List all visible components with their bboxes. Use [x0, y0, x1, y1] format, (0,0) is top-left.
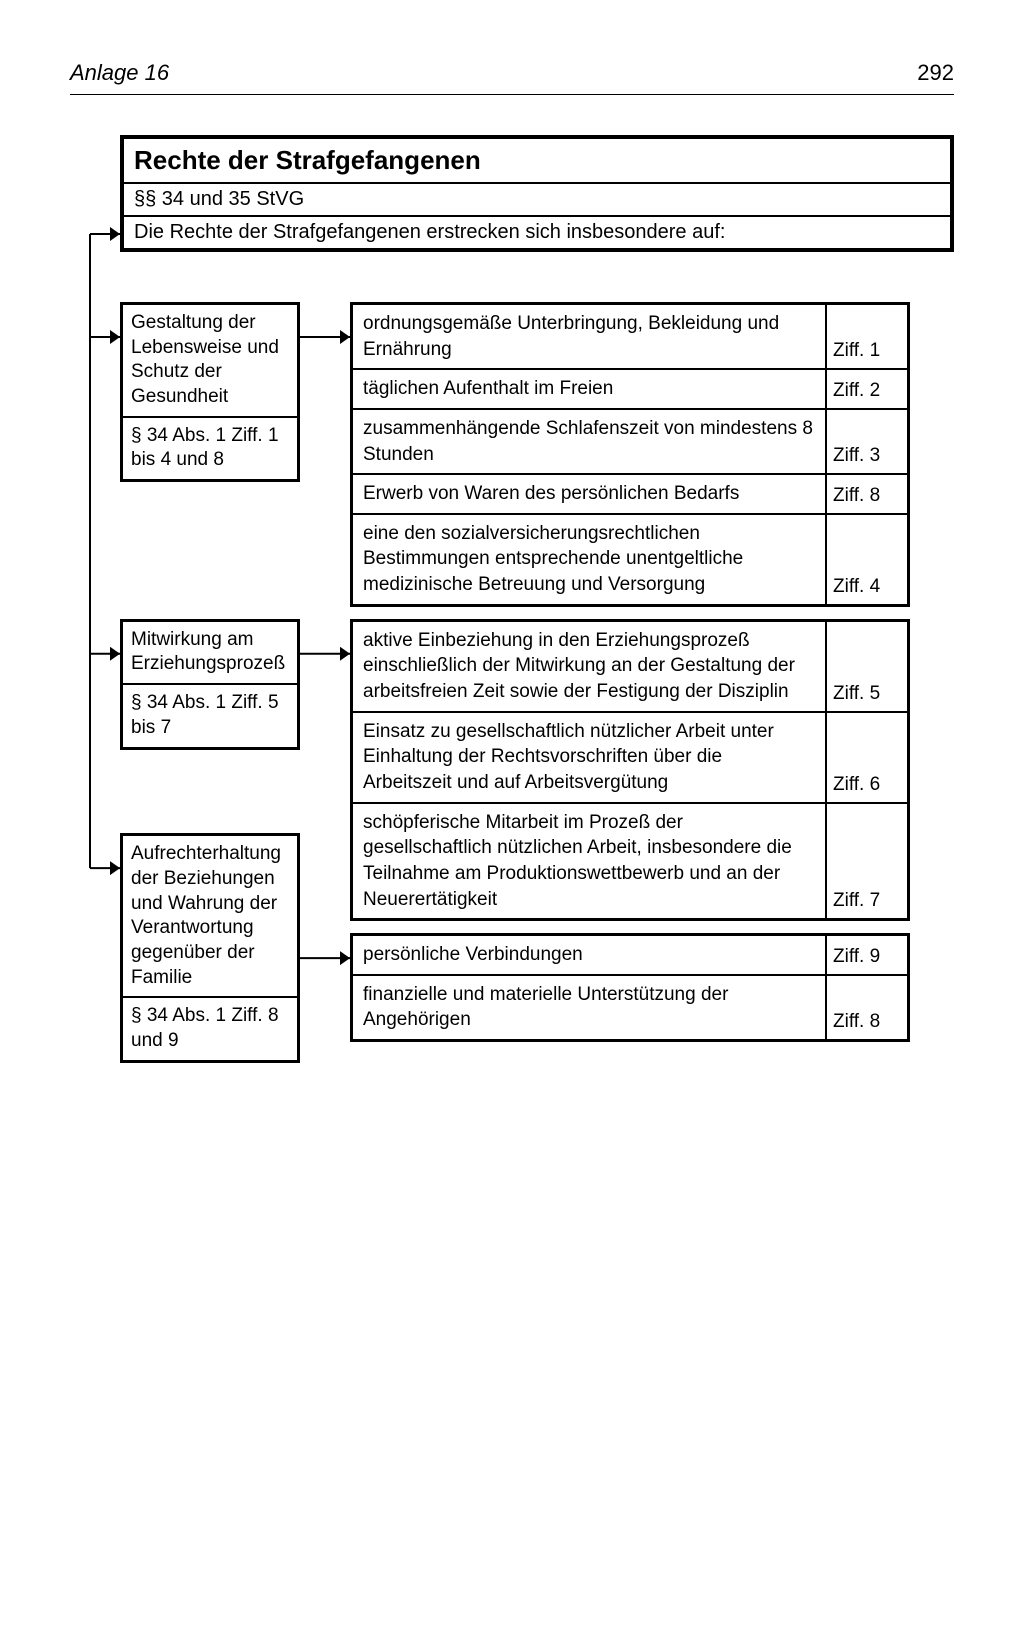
item-text: schöpferische Mitarbeit im Prozeß der ge…: [353, 804, 827, 919]
category-left-box: Gestaltung der Lebensweise und Schutz de…: [120, 302, 300, 482]
page-header: Anlage 16 292: [70, 60, 954, 95]
item-group: persönliche VerbindungenZiff. 9finanziel…: [350, 933, 910, 1042]
item-ref: Ziff. 8: [827, 976, 907, 1039]
item-ref: Ziff. 8: [827, 475, 907, 513]
category-left-box: Aufrechterhaltung der Beziehungen und Wa…: [120, 833, 300, 1063]
item-ref: Ziff. 1: [827, 305, 907, 368]
title-desc: Die Rechte der Strafgefangenen erstrecke…: [124, 217, 950, 248]
item-text: täglichen Aufenthalt im Freien: [353, 370, 827, 408]
category: Gestaltung der Lebensweise und Schutz de…: [70, 302, 954, 607]
item-row: eine den sozialversicherungsrechtlichen …: [353, 515, 907, 604]
item-text: persönliche Verbindungen: [353, 936, 827, 974]
item-text: zusammenhängende Schlafenszeit von minde…: [353, 410, 827, 473]
item-ref: Ziff. 3: [827, 410, 907, 473]
title-box: Rechte der Strafgefangenen §§ 34 und 35 …: [120, 135, 954, 252]
page-number: 292: [917, 60, 954, 86]
item-row: persönliche VerbindungenZiff. 9: [353, 936, 907, 976]
category-title: Aufrechterhaltung der Beziehungen und Wa…: [123, 836, 297, 998]
item-text: Einsatz zu gesellschaftlich nützlicher A…: [353, 713, 827, 802]
category-left-box: Mitwirkung am Erziehungsprozeß§ 34 Abs. …: [120, 619, 300, 750]
item-row: ordnungsgemäße Unterbringung, Bekleidung…: [353, 305, 907, 370]
item-row: schöpferische Mitarbeit im Prozeß der ge…: [353, 804, 907, 919]
item-ref: Ziff. 9: [827, 936, 907, 974]
item-group: ordnungsgemäße Unterbringung, Bekleidung…: [350, 302, 910, 607]
item-ref: Ziff. 2: [827, 370, 907, 408]
item-ref: Ziff. 6: [827, 713, 907, 802]
item-ref: Ziff. 4: [827, 515, 907, 604]
category-title: Gestaltung der Lebensweise und Schutz de…: [123, 305, 297, 418]
item-row: Erwerb von Waren des persönlichen Bedarf…: [353, 475, 907, 515]
item-text: finanzielle und materielle Unterstützung…: [353, 976, 827, 1039]
item-text: aktive Einbeziehung in den Erziehungspro…: [353, 622, 827, 711]
title-main: Rechte der Strafgefangenen: [124, 139, 950, 184]
item-ref: Ziff. 7: [827, 804, 907, 919]
item-text: ordnungsgemäße Unterbringung, Bekleidung…: [353, 305, 827, 368]
item-row: aktive Einbeziehung in den Erziehungspro…: [353, 622, 907, 713]
header-left: Anlage 16: [70, 60, 169, 86]
category-title: Mitwirkung am Erziehungsprozeß: [123, 622, 297, 685]
item-row: Einsatz zu gesellschaftlich nützlicher A…: [353, 713, 907, 804]
item-row: finanzielle und materielle Unterstützung…: [353, 976, 907, 1039]
item-ref: Ziff. 5: [827, 622, 907, 711]
item-row: zusammenhängende Schlafenszeit von minde…: [353, 410, 907, 475]
category-ref: § 34 Abs. 1 Ziff. 5 bis 7: [123, 685, 297, 746]
item-group: aktive Einbeziehung in den Erziehungspro…: [350, 619, 910, 921]
category-ref: § 34 Abs. 1 Ziff. 1 bis 4 und 8: [123, 418, 297, 479]
category: Aufrechterhaltung der Beziehungen und Wa…: [70, 933, 954, 1042]
item-text: eine den sozialversicherungsrechtlichen …: [353, 515, 827, 604]
title-sub: §§ 34 und 35 StVG: [124, 184, 950, 217]
diagram-content: Gestaltung der Lebensweise und Schutz de…: [70, 302, 954, 1042]
item-row: täglichen Aufenthalt im FreienZiff. 2: [353, 370, 907, 410]
item-text: Erwerb von Waren des persönlichen Bedarf…: [353, 475, 827, 513]
category-ref: § 34 Abs. 1 Ziff. 8 und 9: [123, 998, 297, 1059]
